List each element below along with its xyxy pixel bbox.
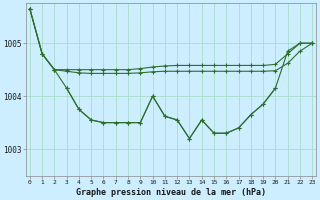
X-axis label: Graphe pression niveau de la mer (hPa): Graphe pression niveau de la mer (hPa): [76, 188, 266, 197]
